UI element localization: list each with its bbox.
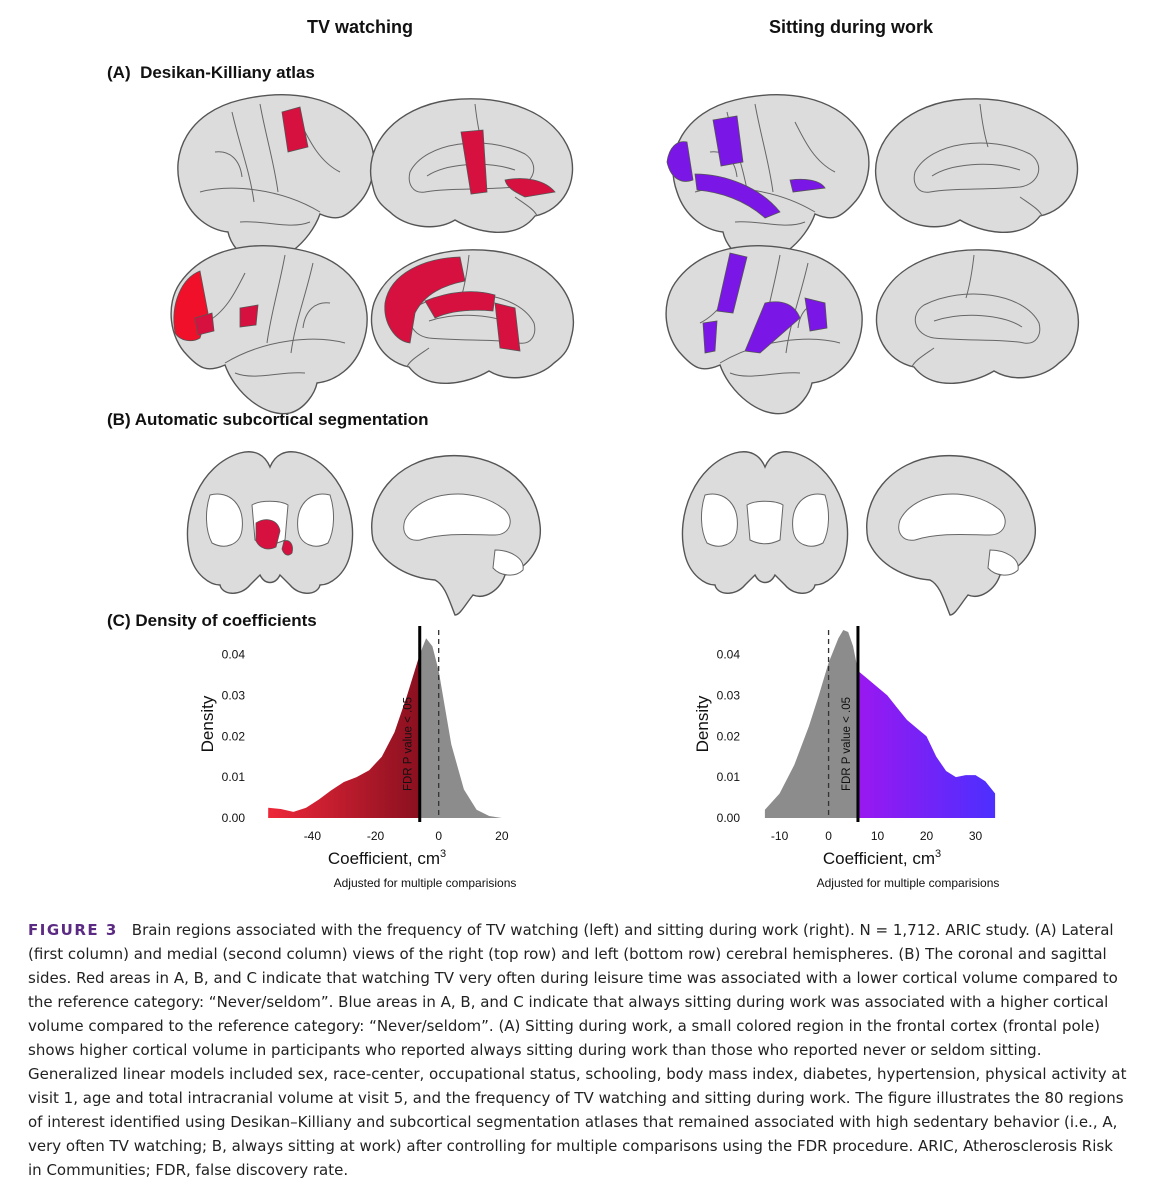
tv-x-axis-title-sup: 3 <box>440 848 446 860</box>
sit-y-tick-label: 0.03 <box>717 688 741 702</box>
tv-lateral-left-brain <box>170 245 368 415</box>
sit-density-chart: FDR P value < .05 0.00 0.01 0.02 0.03 0.04 -10… <box>693 626 996 868</box>
tv-density-area <box>268 638 502 818</box>
sit-x-axis-title-sup: 3 <box>935 848 941 860</box>
tv-significant-area <box>268 638 420 818</box>
tv-y-tick-label: 0.02 <box>222 729 246 743</box>
panel-c-title: Density of coefficients <box>135 611 317 630</box>
tv-highlight-region <box>424 291 496 319</box>
brain-illustrations <box>170 94 1080 616</box>
tv-x-tick-label: -20 <box>367 829 385 843</box>
panel-c-letter: (C) <box>107 611 131 630</box>
sit-x-tick-label: 20 <box>920 829 934 843</box>
sit-sagittal-slice <box>866 454 1037 616</box>
tv-highlight-region <box>504 178 556 198</box>
sit-y-tick-label: 0.04 <box>717 648 741 662</box>
tv-subcortical-highlight <box>281 540 293 556</box>
tv-highlight-region <box>281 106 309 153</box>
sit-x-tick-label: 10 <box>871 829 885 843</box>
sit-highlight-region <box>702 320 718 354</box>
tv-density-chart: FDR P value < .05 0.00 0.01 0.02 0.03 0.04 -40… <box>198 626 509 868</box>
left-column-title: TV watching <box>306 17 413 37</box>
tv-coronal-slice <box>186 451 354 594</box>
tv-nonsignificant-area <box>419 638 502 818</box>
sit-x-tick-label: 30 <box>969 829 983 843</box>
tv-highlight-region <box>494 302 521 352</box>
sit-chart-note: Adjusted for multiple comparisions <box>816 876 1000 890</box>
sit-y-tick-label: 0.01 <box>717 770 741 784</box>
panel-a-title: Desikan-Killiany atlas <box>140 63 315 82</box>
sit-y-axis-title: Density <box>693 695 712 752</box>
sit-lateral-right-brain <box>666 94 870 264</box>
sit-threshold-label: FDR P value < .05 <box>841 697 853 791</box>
panel-b-label: (B) Automatic subcortical segmentation <box>107 410 428 430</box>
panel-a-letter: (A) <box>107 63 131 82</box>
sit-medial-right-brain <box>874 98 1079 234</box>
sit-highlight-region <box>804 297 828 332</box>
tv-x-axis-title: Coefficient, cm3 <box>328 848 446 868</box>
tv-y-tick-label: 0.03 <box>222 688 246 702</box>
panel-b-letter: (B) <box>107 410 131 429</box>
panel-b-title: Automatic subcortical segmentation <box>134 410 429 429</box>
sit-coronal-slice <box>681 451 849 594</box>
tv-highlight-region <box>384 256 466 344</box>
tv-threshold-label: FDR P value < .05 <box>403 697 415 791</box>
right-column-title: Sitting during work <box>769 17 933 37</box>
panel-c-label: (C) Density of coefficients <box>107 611 317 631</box>
tv-y-axis-title: Density <box>198 695 217 752</box>
sit-highlight-region <box>666 141 694 182</box>
tv-sagittal-slice <box>371 454 542 616</box>
panel-a-label: (A) Desikan-Killiany atlas <box>107 63 315 83</box>
tv-chart-note: Adjusted for multiple comparisions <box>333 876 517 890</box>
caption-text: Brain regions associated with the freque… <box>28 921 1127 1179</box>
sit-lateral-left-brain <box>665 245 863 415</box>
sit-highlight-region <box>744 301 801 354</box>
tv-y-tick-label: 0.01 <box>222 770 246 784</box>
sit-highlight-region <box>694 173 781 219</box>
figure-caption: FIGURE 3 Brain regions associated with th… <box>28 918 1128 1182</box>
tv-highlight-region <box>239 304 259 328</box>
tv-subcortical-highlight <box>255 519 281 550</box>
tv-y-tick-label: 0.00 <box>222 811 246 825</box>
sit-highlight-region <box>716 252 748 314</box>
sit-y-tick-label: 0.02 <box>717 729 741 743</box>
tv-x-tick-label: 0 <box>435 829 442 843</box>
sit-density-area <box>764 630 996 818</box>
tv-medial-right-brain <box>369 98 574 234</box>
sit-x-axis-title: Coefficient, cm3 <box>823 848 941 868</box>
sit-x-tick-label: -10 <box>771 829 789 843</box>
sit-highlight-region <box>712 115 744 167</box>
tv-lateral-right-brain <box>177 94 375 264</box>
sit-significant-area <box>857 630 996 818</box>
tv-highlight-region <box>460 129 488 195</box>
tv-x-tick-label: 20 <box>495 829 509 843</box>
figure-label: FIGURE 3 <box>28 921 118 939</box>
tv-medial-left-brain <box>370 249 575 385</box>
tv-y-tick-label: 0.04 <box>222 648 246 662</box>
sit-y-tick-label: 0.00 <box>717 811 741 825</box>
tv-highlight-region <box>194 312 215 336</box>
sit-medial-left-brain <box>875 249 1080 385</box>
tv-x-tick-label: -40 <box>304 829 322 843</box>
sit-x-tick-label: 0 <box>825 829 832 843</box>
sit-highlight-region <box>789 178 826 193</box>
